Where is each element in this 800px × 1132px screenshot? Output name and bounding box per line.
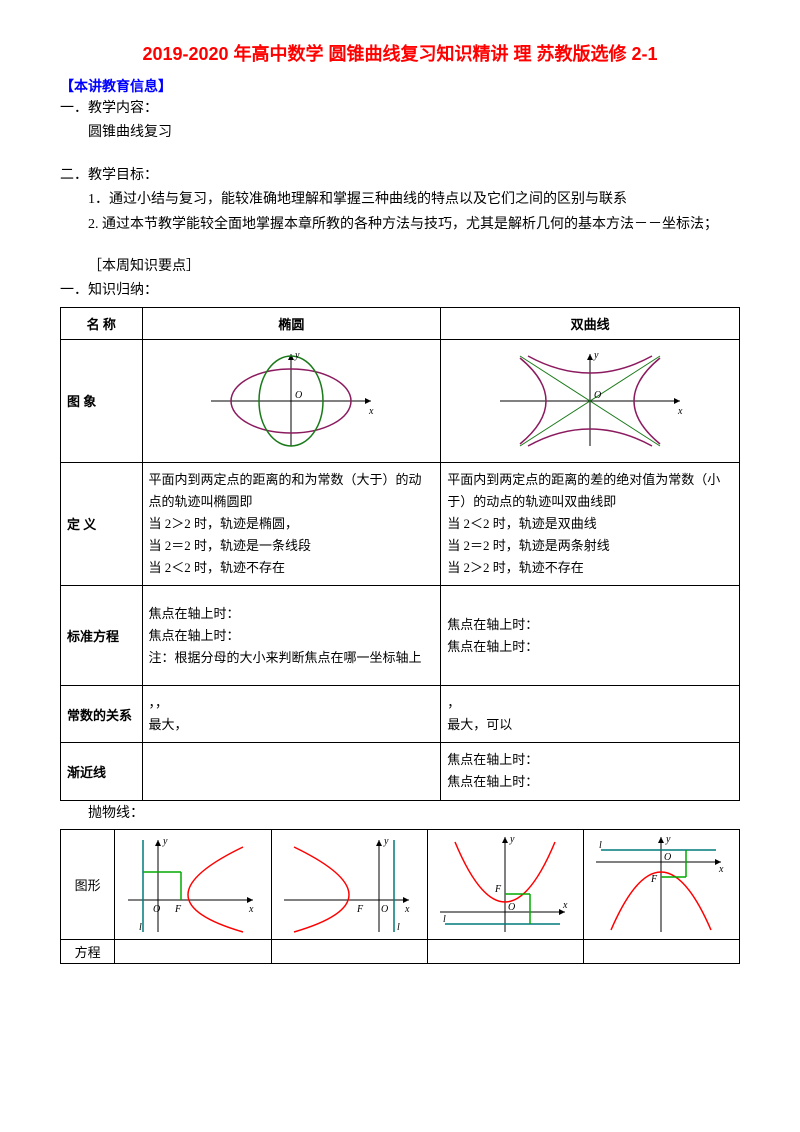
parabola-label: 抛物线： — [60, 803, 740, 825]
eq-cell — [427, 939, 583, 963]
svg-text:F: F — [174, 904, 182, 915]
cell-name-header: 名 称 — [61, 307, 143, 339]
parabola-down: O F x y l — [583, 829, 739, 939]
cell-image-label: 图 象 — [61, 339, 143, 462]
svg-text:O: O — [381, 904, 388, 915]
cell-asym-label: 渐近线 — [61, 743, 143, 800]
svg-text:x: x — [368, 406, 374, 417]
parabola-left: O F x y l — [271, 829, 427, 939]
svg-text:l: l — [139, 922, 142, 933]
cell-ellipse-const: ，， 最大， — [142, 686, 441, 743]
teach-goals-heading: 二．教学目标： — [60, 165, 740, 187]
svg-text:y: y — [665, 834, 671, 845]
teach-content-body: 圆锥曲线复习 — [60, 122, 740, 144]
svg-text:l: l — [397, 922, 400, 933]
eq-cell — [583, 939, 739, 963]
ellipse-svg: x y O — [201, 346, 381, 456]
svg-text:x: x — [404, 904, 410, 915]
week-points: ［本周知识要点］ — [60, 256, 740, 278]
svg-text:F: F — [494, 884, 502, 895]
edu-info-header: 【本讲教育信息】 — [60, 76, 740, 96]
cell-ellipse-asym — [142, 743, 441, 800]
svg-text:O: O — [508, 902, 515, 913]
svg-text:x: x — [562, 900, 568, 911]
cell-std-label: 标准方程 — [61, 586, 143, 686]
svg-text:O: O — [594, 390, 601, 401]
teach-content-heading: 一．教学内容： — [60, 98, 740, 120]
svg-text:y: y — [294, 350, 300, 361]
cell-ellipse-def: 平面内到两定点的距离的和为常数（大于）的动点的轨迹叫椭圆即 当 2＞2 时，轨迹… — [142, 462, 441, 585]
table-row: 常数的关系 ，， 最大， ， 最大，可以 — [61, 686, 740, 743]
cell-hyperbola-const: ， 最大，可以 — [441, 686, 740, 743]
teach-goals-item1: 1．通过小结与复习，能较准确地理解和掌握三种曲线的特点以及它们之间的区别与联系 — [60, 189, 740, 211]
svg-text:l: l — [599, 840, 602, 851]
eq-cell — [115, 939, 271, 963]
svg-text:y: y — [593, 350, 599, 361]
cell-def-label: 定 义 — [61, 462, 143, 585]
table-row: 图 象 x y O — [61, 339, 740, 462]
eq-cell — [271, 939, 427, 963]
cell-hyperbola-def: 平面内到两定点的距离的差的绝对值为常数（小于）的动点的轨迹叫双曲线即 当 2＜2… — [441, 462, 740, 585]
svg-text:x: x — [677, 406, 683, 417]
cell-hyperbola-header: 双曲线 — [441, 307, 740, 339]
parabola-table: 图形 O F x y l O F — [60, 829, 740, 964]
svg-text:l: l — [443, 914, 446, 925]
svg-text:O: O — [664, 852, 671, 863]
parabola-right: O F x y l — [115, 829, 271, 939]
table-row: 图形 O F x y l O F — [61, 829, 740, 939]
svg-text:F: F — [650, 874, 658, 885]
table-row: 标准方程 焦点在轴上时： 焦点在轴上时： 注：根据分母的大小来判断焦点在哪一坐标… — [61, 586, 740, 686]
main-table: 名 称 椭圆 双曲线 图 象 x y O — [60, 307, 740, 801]
cell-hyperbola-asym: 焦点在轴上时： 焦点在轴上时： — [441, 743, 740, 800]
svg-text:y: y — [509, 834, 515, 845]
page-title: 2019-2020 年高中数学 圆锥曲线复习知识精讲 理 苏教版选修 2-1 — [60, 40, 740, 66]
ellipse-diagram: x y O — [142, 339, 441, 462]
cell-const-label: 常数的关系 — [61, 686, 143, 743]
table-row: 定 义 平面内到两定点的距离的和为常数（大于）的动点的轨迹叫椭圆即 当 2＞2 … — [61, 462, 740, 585]
teach-goals-item2: 2. 通过本节教学能较全面地掌握本章所教的各种方法与技巧，尤其是解析几何的基本方… — [60, 214, 740, 236]
svg-text:x: x — [248, 904, 254, 915]
svg-text:y: y — [162, 836, 168, 847]
parabola-row-eq: 方程 — [61, 939, 115, 963]
svg-text:x: x — [718, 864, 724, 875]
table-row: 方程 — [61, 939, 740, 963]
svg-text:O: O — [153, 904, 160, 915]
table-row: 渐近线 焦点在轴上时： 焦点在轴上时： — [61, 743, 740, 800]
summary-heading: 一．知识归纳： — [60, 280, 740, 302]
hyperbola-diagram: x y O — [441, 339, 740, 462]
hyperbola-svg: x y O — [490, 346, 690, 456]
svg-text:F: F — [356, 904, 364, 915]
cell-ellipse-std: 焦点在轴上时： 焦点在轴上时： 注：根据分母的大小来判断焦点在哪一坐标轴上 — [142, 586, 441, 686]
table-row: 名 称 椭圆 双曲线 — [61, 307, 740, 339]
parabola-row-image: 图形 — [61, 829, 115, 939]
cell-ellipse-header: 椭圆 — [142, 307, 441, 339]
svg-text:O: O — [295, 390, 302, 401]
svg-text:y: y — [383, 836, 389, 847]
cell-hyperbola-std: 焦点在轴上时： 焦点在轴上时： — [441, 586, 740, 686]
parabola-up: O F x y l — [427, 829, 583, 939]
